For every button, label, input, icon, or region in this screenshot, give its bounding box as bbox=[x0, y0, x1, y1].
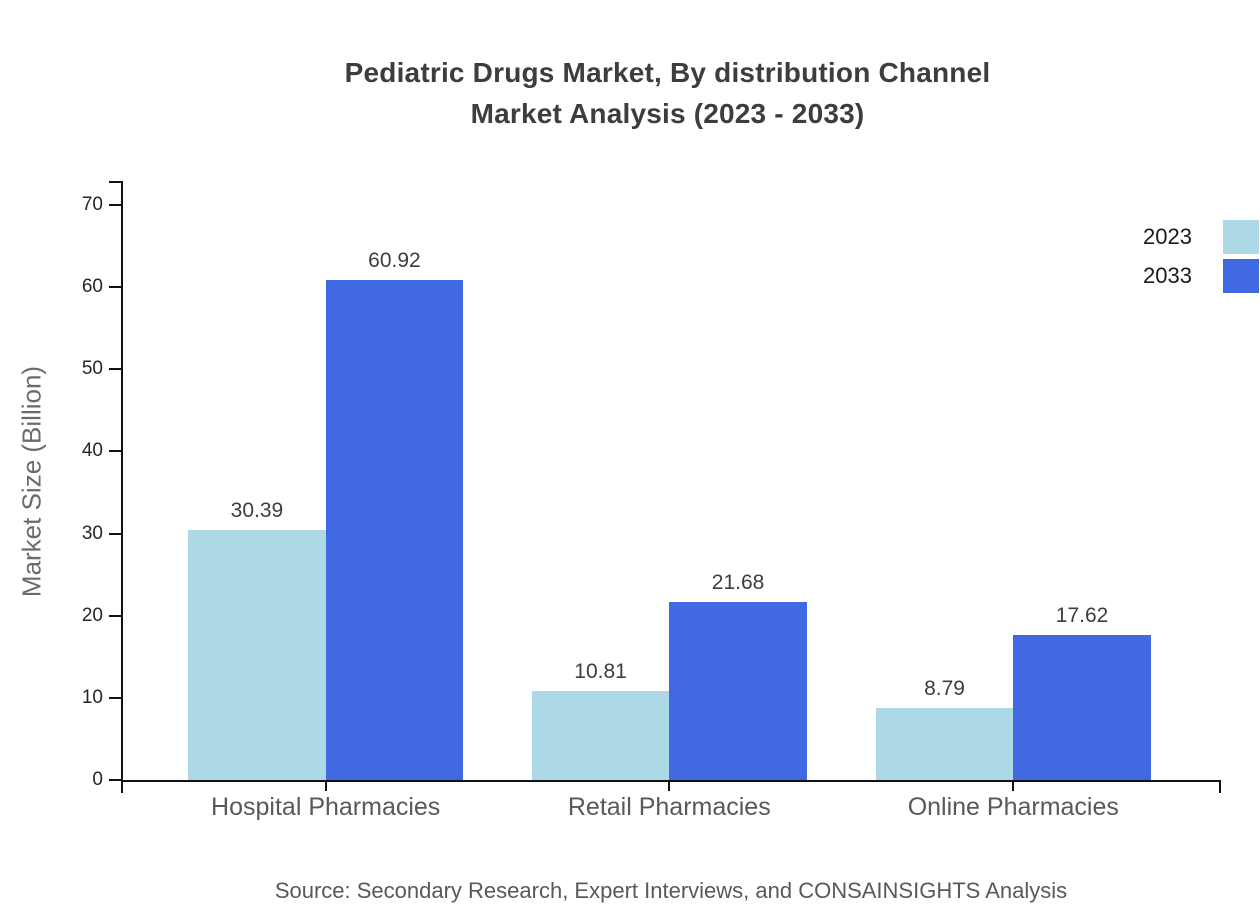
legend-row-2033: 2033 bbox=[1143, 259, 1259, 293]
x-axis-right-end-tick bbox=[1219, 780, 1221, 793]
legend-label-2023: 2023 bbox=[1143, 224, 1192, 249]
legend-label-2033: 2033 bbox=[1143, 263, 1192, 288]
bar-value-2023-retail-pharmacies: 10.81 bbox=[574, 660, 627, 684]
y-axis-top-cap bbox=[109, 181, 122, 183]
y-tick-0 bbox=[109, 779, 122, 781]
x-tick-retail-pharmacies bbox=[668, 780, 671, 791]
bar-2023-online-pharmacies bbox=[875, 707, 1014, 780]
y-tick-label-70: 70 bbox=[81, 194, 103, 215]
chart-title-line1: Pediatric Drugs Market, By distribution … bbox=[344, 57, 991, 88]
bar-value-2023-online-pharmacies: 8.79 bbox=[924, 676, 965, 700]
y-tick-label-50: 50 bbox=[81, 358, 103, 380]
source-note: Source: Secondary Research, Expert Inter… bbox=[274, 878, 1068, 903]
x-axis-line bbox=[121, 780, 1221, 782]
bar-value-2033-hospital-pharmacies: 60.92 bbox=[368, 248, 421, 272]
y-tick-50 bbox=[109, 368, 122, 371]
bar-2033-retail-pharmacies bbox=[669, 601, 807, 780]
bar-2023-hospital-pharmacies bbox=[188, 530, 326, 780]
y-tick-60 bbox=[109, 286, 122, 289]
y-tick-label-30: 30 bbox=[81, 522, 103, 544]
y-axis-line bbox=[121, 181, 123, 782]
chart-title: Pediatric Drugs Market, By distribution … bbox=[75, 52, 1260, 134]
bar-value-2033-online-pharmacies: 17.62 bbox=[1055, 604, 1109, 628]
bar-value-2033-retail-pharmacies: 21.68 bbox=[711, 570, 765, 594]
legend-row-2023: 2023 bbox=[1143, 220, 1259, 254]
bar-2033-hospital-pharmacies bbox=[325, 279, 464, 780]
y-tick-label-10: 10 bbox=[81, 686, 103, 708]
y-tick-label-0: 0 bbox=[92, 769, 103, 790]
legend-swatch-2033 bbox=[1223, 259, 1259, 293]
y-tick-label-40: 40 bbox=[81, 440, 103, 462]
y-tick-10 bbox=[109, 696, 122, 699]
x-tick-hospital-pharmacies bbox=[324, 780, 327, 791]
bar-value-2023-hospital-pharmacies: 30.39 bbox=[230, 499, 284, 523]
category-label-retail-pharmacies: Retail Pharmacies bbox=[567, 793, 771, 821]
legend: 2023 2033 bbox=[1143, 220, 1259, 298]
y-tick-70 bbox=[109, 204, 122, 206]
category-label-online-pharmacies: Online Pharmacies bbox=[907, 793, 1119, 821]
legend-swatch-2023 bbox=[1223, 220, 1259, 254]
y-tick-40 bbox=[109, 450, 122, 453]
y-tick-label-20: 20 bbox=[81, 604, 103, 626]
chart-title-line2: Market Analysis (2023 - 2033) bbox=[470, 98, 865, 129]
bar-2033-online-pharmacies bbox=[1013, 635, 1151, 780]
y-tick-20 bbox=[109, 614, 122, 617]
y-tick-30 bbox=[109, 532, 122, 535]
category-label-hospital-pharmacies: Hospital Pharmacies bbox=[211, 793, 441, 821]
x-tick-online-pharmacies bbox=[1012, 780, 1015, 791]
x-axis-left-end-tick bbox=[121, 780, 123, 793]
y-tick-label-60: 60 bbox=[81, 276, 103, 298]
bar-2023-retail-pharmacies bbox=[531, 691, 670, 780]
